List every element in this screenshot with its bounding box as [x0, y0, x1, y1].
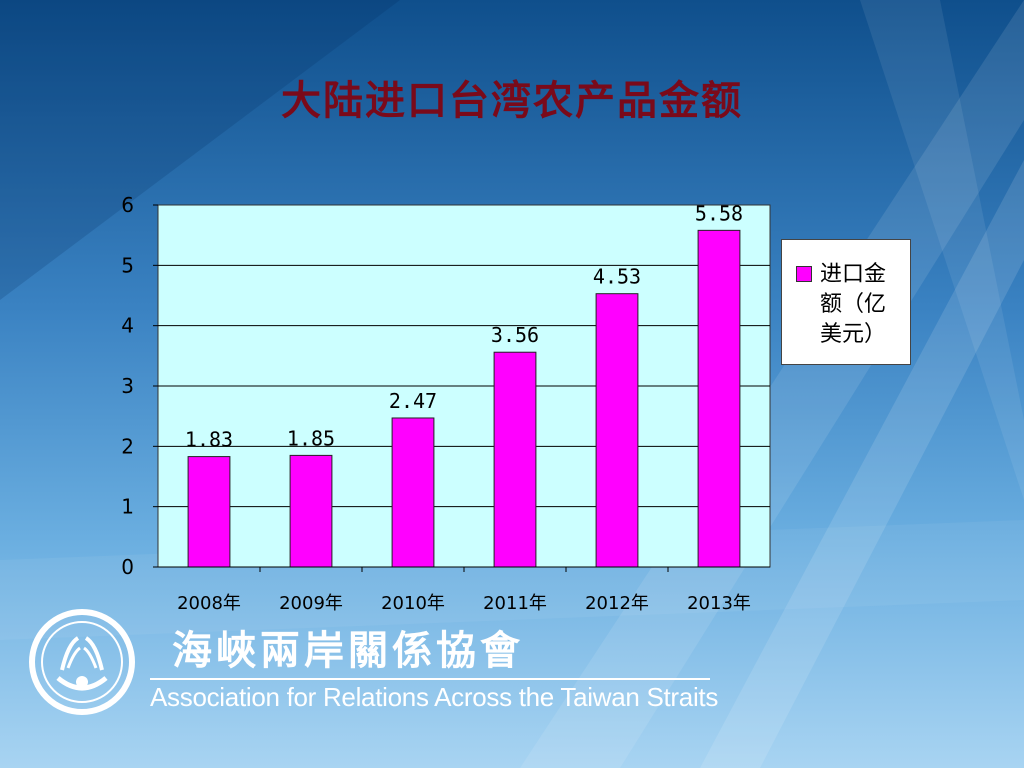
- arats-emblem-icon: [29, 609, 135, 715]
- x-tick-label: 2013年: [687, 593, 751, 614]
- x-axis-ticks: 2008年 2009年 2010年 2011年 2012年 2013年: [177, 567, 751, 614]
- bars: [187, 229, 741, 568]
- data-label: 5.58: [695, 201, 743, 225]
- organization-name-cn: 海峽兩岸關係協會: [172, 628, 524, 674]
- bar: [493, 351, 537, 568]
- data-label: 1.85: [287, 426, 335, 450]
- bar: [187, 456, 231, 568]
- data-label: 3.56: [491, 323, 539, 347]
- y-axis-ticks: 0 1 2 3 4 5 6: [121, 193, 158, 579]
- bar: [289, 454, 333, 568]
- slide-title: 大陆进口台湾农产品金额: [281, 77, 743, 124]
- data-label: 4.53: [593, 265, 641, 289]
- y-tick-label: 4: [121, 314, 134, 338]
- data-label: 2.47: [389, 389, 437, 413]
- legend-swatch: [796, 266, 812, 282]
- gridlines: [158, 264, 770, 508]
- x-tick-label: 2009年: [279, 593, 343, 614]
- organization-divider: [150, 678, 710, 680]
- legend-label: 进口金额（亿美元）: [820, 262, 887, 347]
- data-labels: 1.83 1.85 2.47 3.56 4.53 5.58: [185, 201, 743, 451]
- y-tick-label: 1: [121, 495, 134, 519]
- x-tick-label: 2010年: [381, 593, 445, 614]
- y-tick-label: 3: [121, 374, 134, 398]
- organization-name-en: Association for Relations Across the Tai…: [150, 682, 719, 712]
- y-tick-label: 0: [121, 555, 134, 579]
- bar: [391, 417, 435, 568]
- chart-legend: 进口金额（亿美元）: [781, 239, 911, 365]
- y-tick-label: 6: [121, 193, 134, 217]
- x-tick-label: 2011年: [483, 593, 547, 614]
- bar: [595, 293, 639, 568]
- bar: [697, 229, 741, 568]
- y-tick-label: 2: [121, 434, 134, 458]
- x-tick-label: 2008年: [177, 593, 241, 614]
- x-tick-label: 2012年: [585, 593, 649, 614]
- data-label: 1.83: [185, 428, 233, 452]
- y-tick-label: 5: [121, 253, 134, 277]
